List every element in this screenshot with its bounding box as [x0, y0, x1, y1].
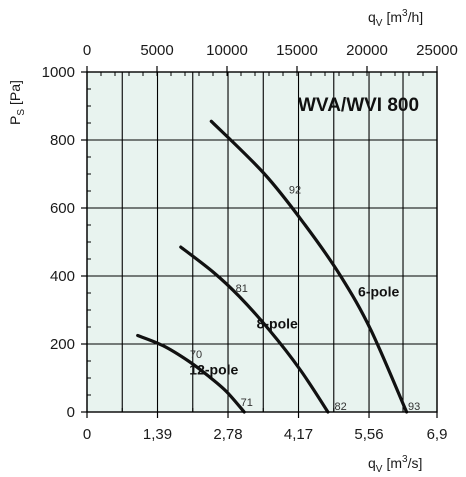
- bottom-axis-label-unit-sup: 3: [402, 454, 408, 465]
- top-axis: 0 5000 10000 15000 20000 25000: [83, 42, 458, 76]
- y-tick-label: 0: [67, 404, 75, 421]
- y-tick-label: 800: [50, 132, 75, 149]
- bottom-tick-label: 1,39: [143, 426, 172, 443]
- y-tick-label: 200: [50, 336, 75, 353]
- y-tick-label: 400: [50, 268, 75, 285]
- top-tick-label: 20000: [346, 42, 388, 59]
- top-axis-label: qV [m3/h]: [368, 8, 423, 29]
- curve-label-6-pole: 6-pole: [358, 283, 399, 299]
- curve-6-pole: [209, 119, 409, 414]
- y-axis-label-main: P: [7, 116, 23, 125]
- grid-lines: [86, 71, 438, 413]
- curve-label-8-pole: 8-pole: [257, 316, 298, 332]
- curve-8-pole: [179, 245, 330, 414]
- y-tick-label: 1000: [42, 64, 75, 81]
- curve-labels: 12-pole 8-pole 6-pole: [189, 283, 399, 377]
- y-axis-label: PS [Pa]: [7, 80, 27, 125]
- y-axis-label-unit: [Pa]: [7, 80, 23, 105]
- top-tick-label: 0: [83, 42, 91, 59]
- top-tick-label: 10000: [206, 42, 248, 59]
- bottom-tick-label: 6,9: [427, 426, 448, 443]
- efficiency-label: 92: [289, 184, 301, 196]
- plot-frame: [86, 71, 438, 413]
- bottom-axis-label-sub: V: [376, 464, 383, 475]
- efficiency-labels: 70 71 81 82 92 93: [190, 184, 420, 413]
- top-axis-label-unit-pre: [m: [386, 9, 402, 25]
- bottom-tick-label: 0: [83, 426, 91, 443]
- bottom-tick-label: 2,78: [213, 426, 242, 443]
- top-tick-label: 5000: [140, 42, 173, 59]
- bottom-axis-label-main: q: [368, 455, 376, 471]
- plot-area-background: [87, 72, 437, 412]
- top-tick-label: 25000: [416, 42, 458, 59]
- bottom-axis-label-unit-pre: [m: [386, 455, 402, 471]
- top-axis-label-unit-post: /h]: [408, 9, 424, 25]
- efficiency-label: 93: [408, 401, 420, 413]
- bottom-axis-label: qV [m3/s]: [368, 454, 422, 475]
- efficiency-label: 81: [236, 283, 248, 295]
- top-tick-label: 15000: [276, 42, 318, 59]
- bottom-tick-label: 5,56: [354, 426, 383, 443]
- left-axis: 0 200 400 600 800 1000: [42, 64, 91, 421]
- y-tick-label: 600: [50, 200, 75, 217]
- bottom-tick-label: 4,17: [284, 426, 313, 443]
- efficiency-label: 70: [190, 349, 202, 361]
- chart-title: WVA/WVI 800: [298, 95, 419, 116]
- top-axis-label-sub: V: [376, 18, 383, 29]
- y-axis-label-sub: S: [16, 109, 27, 116]
- curve-label-12-pole: 12-pole: [189, 362, 238, 378]
- top-axis-label-main: q: [368, 9, 376, 25]
- efficiency-label: 71: [241, 397, 253, 409]
- top-axis-label-unit-sup: 3: [402, 8, 408, 19]
- curve-12-pole: [136, 333, 246, 414]
- bottom-axis: 0 1,39 2,78 4,17 5,56 6,9: [83, 408, 448, 443]
- bottom-axis-label-unit-post: /s]: [408, 455, 423, 471]
- efficiency-label: 82: [334, 401, 346, 413]
- fan-curves: [136, 119, 409, 414]
